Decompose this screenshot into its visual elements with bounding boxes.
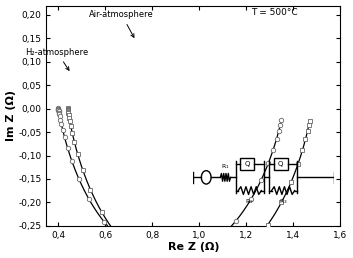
Text: T = 500°C: T = 500°C xyxy=(251,8,298,17)
X-axis label: Re Z (Ω): Re Z (Ω) xyxy=(168,243,219,252)
Text: Air-atmosphere: Air-atmosphere xyxy=(89,10,154,37)
Text: H₂-atmosphere: H₂-atmosphere xyxy=(25,48,89,70)
Y-axis label: Im Z (Ω): Im Z (Ω) xyxy=(6,90,16,141)
